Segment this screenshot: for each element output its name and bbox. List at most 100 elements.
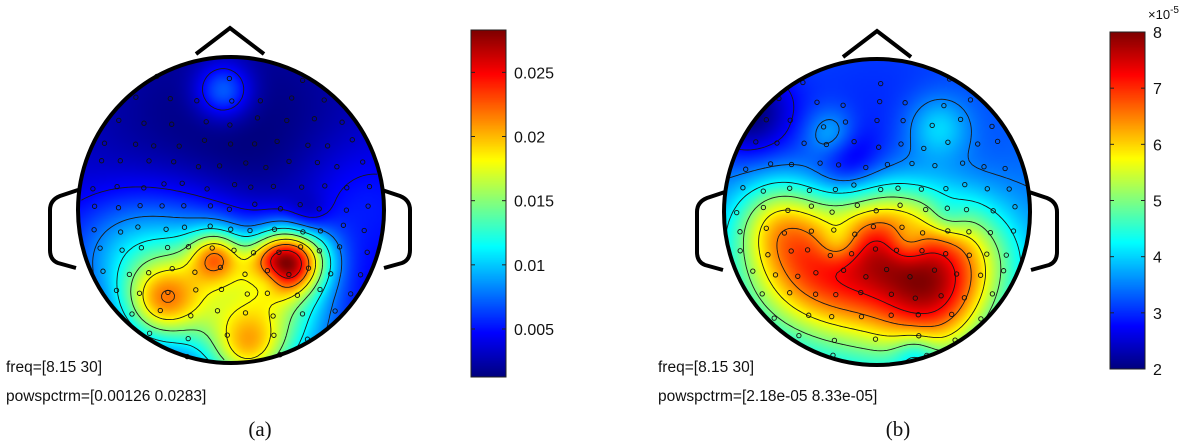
electrode-marker	[113, 287, 120, 294]
electrode-marker	[316, 248, 323, 254]
electrode-marker	[299, 311, 306, 317]
electrode-marker	[876, 144, 882, 150]
electrode-marker	[984, 186, 990, 192]
electrode-marker	[823, 141, 830, 148]
powspctrm-label-a: powspctrm=[0.00126 0.0283]	[6, 388, 206, 405]
electrode-marker	[877, 98, 883, 105]
electrode-marker	[141, 185, 147, 191]
electrode-marker	[289, 95, 295, 101]
electrode-marker	[967, 97, 974, 103]
electrode-marker	[808, 228, 815, 234]
electrode-marker	[912, 295, 918, 301]
electrode-marker	[874, 117, 880, 124]
electrode-marker	[858, 289, 864, 296]
electrode-marker	[201, 137, 208, 143]
electrode-marker	[840, 102, 846, 108]
electrode-marker	[244, 291, 250, 297]
electrode-marker	[953, 271, 960, 277]
electrode-marker	[787, 290, 793, 296]
electrode-marker	[893, 247, 900, 253]
electrode-marker	[114, 183, 120, 190]
electrode-marker	[872, 336, 879, 342]
electrode-marker	[181, 203, 187, 209]
electrode-marker	[365, 203, 371, 209]
electrode-marker	[959, 160, 966, 166]
electrode-marker	[909, 160, 915, 167]
electrode-marker	[286, 271, 292, 278]
electrode-marker	[250, 250, 257, 256]
electrode-marker	[785, 207, 791, 214]
electrode-marker	[343, 207, 350, 213]
electrode-marker	[1002, 165, 1008, 172]
electrode-marker	[294, 292, 301, 298]
electrode-marker	[322, 183, 328, 189]
electrode-marker	[788, 248, 794, 254]
electrode-marker	[247, 227, 253, 234]
electrode-marker	[760, 204, 767, 211]
electrode-marker	[814, 99, 820, 105]
colorbar-tick-label: 0.025	[514, 65, 554, 82]
electrode-marker	[277, 206, 284, 212]
contour-lines-a	[81, 68, 378, 361]
electrode-marker	[264, 290, 271, 296]
electrode-marker	[916, 333, 922, 339]
colorbar-tick-label: 4	[1153, 250, 1162, 267]
electrode-marker	[813, 270, 819, 276]
electrode-marker	[884, 161, 891, 168]
electrode-marker	[100, 268, 106, 274]
electrode-marker	[827, 252, 833, 259]
electrode-marker	[243, 160, 249, 166]
colorbar-tick-label: 8	[1153, 25, 1162, 42]
colorbar-exponent-base-b: ×10	[1148, 7, 1170, 22]
electrode-marker	[181, 224, 188, 230]
electrode-marker	[1012, 204, 1018, 210]
electrode-marker	[787, 185, 793, 191]
electrode-marker	[931, 267, 938, 273]
electrode-marker	[229, 98, 235, 104]
electrode-marker	[366, 183, 373, 190]
panel-caption-b: (b)	[886, 417, 911, 441]
electrode-marker	[141, 120, 147, 126]
electrode-marker	[806, 312, 812, 318]
contour-line	[725, 181, 1022, 363]
electrode-marker	[873, 208, 879, 214]
electrode-marker	[97, 245, 103, 251]
electrode-marker	[878, 80, 884, 87]
electrode-marker	[284, 117, 290, 124]
electrode-marker	[870, 223, 877, 230]
contour-line	[728, 98, 1027, 187]
electrode-marker	[835, 162, 842, 168]
electrode-marker	[929, 122, 935, 129]
electrode-marker	[324, 143, 331, 149]
electrode-marker	[833, 291, 839, 298]
contour-line	[776, 222, 972, 328]
electrode-marker	[146, 270, 152, 276]
electrode-marker	[840, 267, 847, 273]
colorbar-tick-label: 2	[1153, 362, 1162, 379]
contour-line	[835, 240, 956, 315]
colorbar-exponent-b: ×10-5	[1148, 5, 1179, 22]
electrode-marker	[963, 206, 970, 213]
electrode-marker	[907, 274, 913, 280]
contour-line	[758, 208, 986, 339]
electrode-marker	[897, 202, 903, 208]
electrode-marker	[214, 308, 221, 314]
electrode-marker	[863, 274, 869, 280]
colorbar-tick-label: 7	[1153, 81, 1162, 98]
contour-line	[161, 243, 310, 303]
electrode-marker	[286, 158, 292, 165]
electrode-marker	[188, 313, 194, 319]
colorbar-gradient-b	[1110, 32, 1145, 369]
electrode-marker	[90, 186, 96, 192]
electrode-marker	[305, 265, 312, 271]
electrode-marker	[1000, 268, 1007, 274]
electrode-marker	[176, 143, 182, 149]
electrode-marker	[361, 227, 367, 234]
electrode-marker	[339, 119, 345, 125]
colorbar-a: 0.005 0.01 0.015 0.02 0.025	[470, 29, 554, 378]
electrode-marker	[812, 291, 819, 297]
electrode-marker	[311, 116, 318, 122]
electrode-marker	[336, 244, 343, 250]
electrode-marker	[795, 273, 801, 279]
